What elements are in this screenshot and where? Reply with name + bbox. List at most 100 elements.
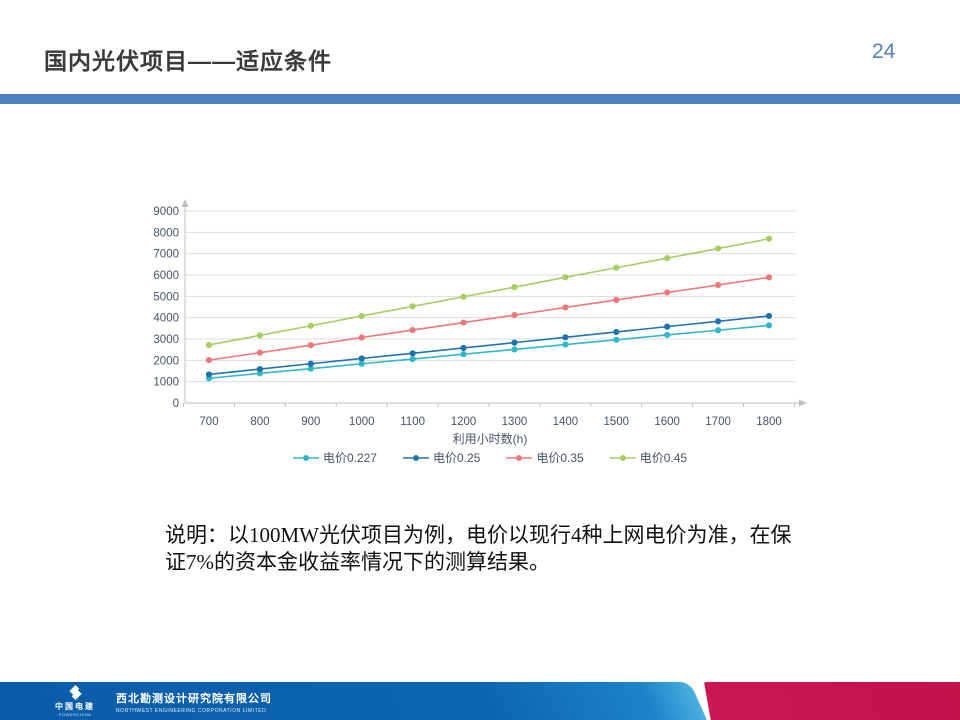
axes <box>181 199 807 407</box>
x-tick-labels: 700 800 900 1000 1100 1200 1300 1400 1500 1600 170… <box>199 416 781 428</box>
svg-text:1200: 1200 <box>451 416 477 428</box>
svg-text:900: 900 <box>301 416 320 428</box>
x-axis-arrow-icon <box>799 399 807 407</box>
data-point <box>664 331 671 339</box>
logo-name-en: POWERCHINA <box>58 712 92 717</box>
data-point <box>409 303 416 310</box>
footer-branding: 中国电建 POWERCHINA 西北勘测设计研究院有限公司 NORTHWEST … <box>0 682 700 720</box>
series-电价0.25 <box>205 312 773 378</box>
data-point <box>664 289 671 296</box>
x-axis-title: 利用小时数(h) <box>453 431 528 446</box>
data-point <box>714 245 722 252</box>
data-point <box>664 255 671 262</box>
data-point <box>765 274 773 281</box>
svg-text:8000: 8000 <box>153 227 179 239</box>
footer: 中国电建 POWERCHINA 西北勘测设计研究院有限公司 NORTHWEST … <box>0 682 960 720</box>
svg-text:1700: 1700 <box>705 416 731 428</box>
legend-marker-icon <box>292 454 319 461</box>
legend-label: 电价0.35 <box>536 451 584 465</box>
data-point <box>256 365 264 373</box>
svg-text:1800: 1800 <box>756 416 782 428</box>
data-point <box>358 360 365 367</box>
svg-text:6000: 6000 <box>153 270 179 282</box>
note-line-1: 说明：以100MW光伏项目为例，电价以现行4种上网电价为准，在保 <box>165 523 792 547</box>
data-point <box>307 365 314 372</box>
svg-text:1300: 1300 <box>502 416 528 428</box>
data-point <box>256 370 264 377</box>
data-point <box>205 371 213 378</box>
legend-label: 电价0.25 <box>432 451 481 465</box>
data-point <box>409 355 416 363</box>
line-chart: 0 1000 2000 3000 4000 5000 6000 7000 8000 9000 700… <box>150 193 830 468</box>
series-电价0.45 <box>205 235 773 349</box>
data-point <box>460 319 467 326</box>
company-name-en: NORTHWEST ENGINEERING CORPORATION LIMITE… <box>116 708 267 714</box>
data-point <box>511 284 518 291</box>
legend-item-电价0.35: 电价0.35 <box>506 449 584 466</box>
legend-label: 电价0.45 <box>639 451 688 465</box>
data-point <box>765 322 773 329</box>
powerchina-logo: 中国电建 POWERCHINA <box>42 685 108 717</box>
data-point <box>714 318 722 325</box>
data-point <box>409 350 416 357</box>
page-number: 24 <box>872 40 896 63</box>
svg-text:1500: 1500 <box>603 416 629 428</box>
svg-text:5000: 5000 <box>153 291 179 303</box>
data-point <box>307 322 314 329</box>
data-point <box>613 296 620 304</box>
svg-text:800: 800 <box>250 416 269 428</box>
data-point <box>562 304 569 311</box>
svg-text:1000: 1000 <box>153 377 179 389</box>
data-point <box>256 349 264 356</box>
svg-text:7000: 7000 <box>153 249 179 261</box>
svg-text:1100: 1100 <box>400 416 425 428</box>
data-point <box>765 235 773 242</box>
y-tick-labels: 0 1000 2000 3000 4000 5000 6000 7000 8000 9000 <box>153 206 179 410</box>
data-point <box>562 334 569 341</box>
series-电价0.35 <box>205 274 773 364</box>
company-name: 西北勘测设计研究院有限公司 NORTHWEST ENGINEERING CORP… <box>116 690 272 714</box>
line-chart-plot: 0 1000 2000 3000 4000 5000 6000 7000 8000 9000 700… <box>153 199 807 446</box>
footer-red-band <box>704 682 960 720</box>
logo-name-cn: 中国电建 <box>55 702 95 711</box>
svg-text:1600: 1600 <box>654 416 680 428</box>
data-point <box>714 281 722 289</box>
data-point <box>205 341 213 349</box>
data-point <box>358 355 365 362</box>
data-point <box>613 264 620 271</box>
chart-legend: 电价0.227 电价0.25 电价0.35 电价0.45 <box>150 449 830 466</box>
data-point <box>460 344 467 352</box>
series-电价0.227 <box>205 322 773 382</box>
svg-text:4000: 4000 <box>153 313 179 325</box>
data-point <box>613 336 620 343</box>
legend-label: 电价0.227 <box>322 451 377 465</box>
data-point <box>511 339 518 346</box>
data-point <box>511 346 518 353</box>
header-divider-bar <box>0 94 960 104</box>
company-name-cn: 西北勘测设计研究院有限公司 <box>116 693 272 705</box>
legend-marker-icon <box>402 454 429 461</box>
page-title: 国内光伏项目——适应条件 <box>44 48 332 74</box>
data-point <box>256 332 264 339</box>
data-point <box>613 328 620 336</box>
data-point <box>765 312 773 320</box>
svg-text:1000: 1000 <box>349 416 375 428</box>
data-point <box>562 341 569 348</box>
data-point <box>460 293 467 300</box>
svg-text:700: 700 <box>199 416 218 428</box>
svg-text:9000: 9000 <box>153 206 179 218</box>
legend-item-电价0.45: 电价0.45 <box>609 449 688 466</box>
legend-item-电价0.25: 电价0.25 <box>402 449 481 466</box>
data-point <box>205 357 213 364</box>
powerchina-diamond-icon <box>68 685 82 700</box>
svg-text:0: 0 <box>173 398 179 410</box>
y-axis-arrow-icon <box>181 199 189 207</box>
note-text: 说明：以100MW光伏项目为例，电价以现行4种上网电价为准，在保 证7%的资本金… <box>165 522 845 576</box>
note-line-2: 证7%的资本金收益率情况下的测算结果。 <box>165 550 550 574</box>
legend-item-电价0.227: 电价0.227 <box>292 449 377 466</box>
data-point <box>460 351 467 358</box>
data-point <box>511 312 518 319</box>
svg-text:3000: 3000 <box>153 334 179 346</box>
data-point <box>664 323 671 330</box>
